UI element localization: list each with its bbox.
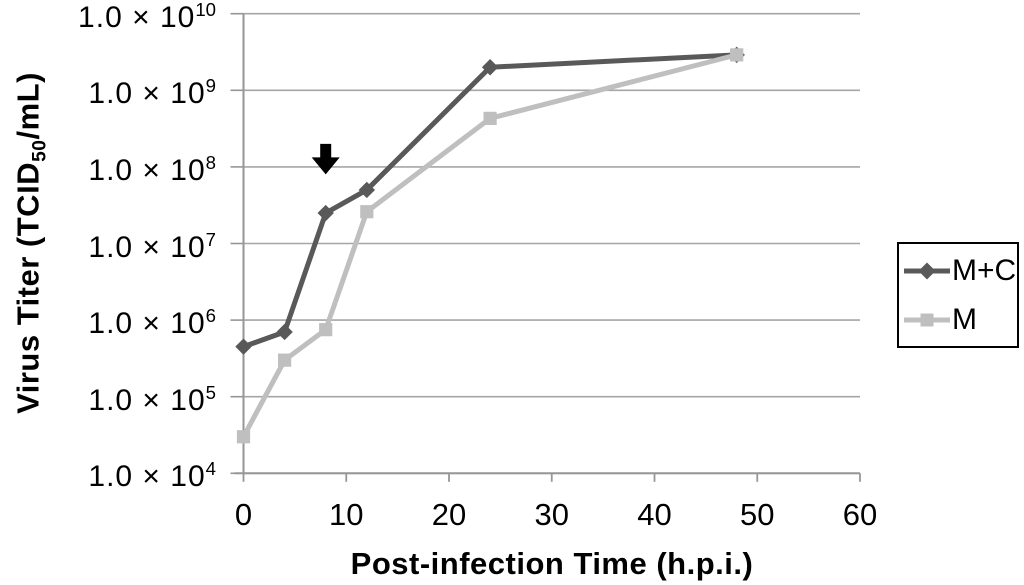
legend-item-M+C: M+C [904, 254, 1017, 288]
x-tick-label-50: 50 [740, 497, 775, 532]
legend-item-M: M [904, 303, 1017, 337]
x-tick-label-40: 40 [637, 497, 672, 532]
data-point-M [360, 205, 374, 219]
legend: M+C M [897, 242, 1019, 348]
series-line-M+C [241, 52, 740, 350]
y-tick-label-1e6: 1.0 × 106 [88, 305, 216, 341]
data-point-M [319, 323, 333, 337]
data-point-M [236, 430, 251, 444]
data-point-M [483, 111, 497, 125]
y-tick-label-1e5: 1.0 × 105 [88, 381, 216, 417]
annotation-arrow-icon [311, 143, 340, 175]
legend-marker-diamond-icon [904, 262, 950, 279]
data-point-M+C [276, 323, 293, 341]
legend-label-M: M [952, 302, 977, 336]
data-point-M+C [481, 59, 499, 76]
x-tick-label-30: 30 [534, 497, 569, 532]
y-tick-label-1e4: 1.0 × 104 [88, 458, 216, 494]
y-tick-label-1e10: 1.0 × 1010 [78, 0, 216, 34]
series-line-M [241, 52, 740, 440]
x-tick-label-20: 20 [431, 497, 467, 532]
x-tick-label-0: 0 [234, 497, 253, 532]
data-point-M [730, 48, 744, 62]
x-tick-label-60: 60 [842, 497, 878, 532]
data-point-M+C [317, 204, 334, 222]
data-point-M+C [358, 181, 375, 199]
legend-label-M+C: M+C [952, 253, 1017, 287]
x-tick-label-10: 10 [329, 497, 364, 532]
data-point-M [278, 353, 292, 367]
y-tick-label-1e9: 1.0 × 109 [88, 75, 216, 111]
x-axis-title: Post-infection Time (h.p.i.) [350, 546, 754, 581]
y-tick-label-1e8: 1.0 × 108 [88, 151, 216, 187]
data-point-M+C [235, 338, 252, 355]
legend-marker-square-icon [904, 313, 950, 326]
y-tick-label-1e7: 1.0 × 107 [88, 228, 216, 264]
